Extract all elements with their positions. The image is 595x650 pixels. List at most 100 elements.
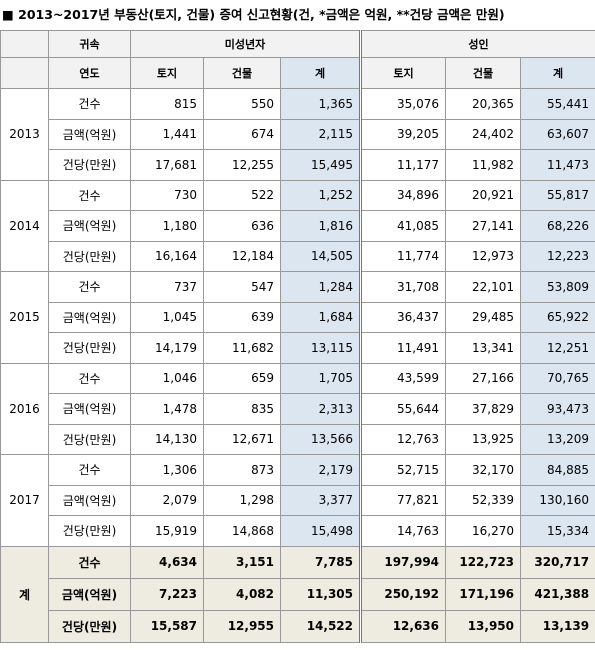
row-label: 건당(만원) xyxy=(48,149,131,181)
row-label: 건수 xyxy=(48,88,131,120)
column-header: 토지 xyxy=(359,57,447,89)
cell: 93,473 xyxy=(520,393,595,425)
cell: 835 xyxy=(203,393,281,425)
cell: 3,151 xyxy=(203,545,281,579)
cell: 1,365 xyxy=(279,88,362,120)
table: 귀속 미성년자 성인 연도 토지 건물 계 토지 건물 계 2013 건수 815 550 1,365 35,… xyxy=(0,30,595,643)
cell: 68,226 xyxy=(520,210,595,242)
table-row: 2013 건수 815 550 1,365 35,076 20,365 55,441 xyxy=(0,88,595,181)
cell: 1,705 xyxy=(279,362,362,394)
table-row: 건당(만원) 14,179 11,682 13,115 11,491 13,341 12,2… xyxy=(1,332,595,364)
cell: 36,437 xyxy=(359,301,447,333)
cell: 20,921 xyxy=(445,179,522,211)
table-row: 2014 건수 730 522 1,252 34,896 20,921 55,817 xyxy=(0,179,595,272)
cell: 22,101 xyxy=(445,271,522,303)
cell: 1,284 xyxy=(279,271,362,303)
row-label: 건당(만원) xyxy=(48,240,131,272)
row-label: 금액(억원) xyxy=(48,210,131,242)
year-cell: 2014 xyxy=(0,179,49,272)
cell: 16,270 xyxy=(445,515,522,547)
row-label: 건수 xyxy=(48,454,131,486)
row-label: 금액(억원) xyxy=(48,118,131,150)
cell: 13,115 xyxy=(279,332,362,364)
cell: 2,179 xyxy=(279,454,362,486)
header-cell: 연도 xyxy=(48,57,131,89)
cell: 77,821 xyxy=(359,484,447,516)
row-label: 건수 xyxy=(48,545,131,579)
cell: 11,305 xyxy=(279,577,362,611)
cell: 7,223 xyxy=(130,577,204,611)
table-row: 귀속 미성년자 성인 xyxy=(0,30,595,58)
cell: 32,170 xyxy=(445,454,522,486)
cell: 24,402 xyxy=(445,118,522,150)
cell: 14,868 xyxy=(203,515,281,547)
row-label: 금액(억원) xyxy=(48,393,131,425)
cell: 16,164 xyxy=(130,240,204,272)
row-label: 건당(만원) xyxy=(48,423,131,455)
cell: 12,184 xyxy=(203,240,281,272)
cell: 53,809 xyxy=(520,271,595,303)
cell: 11,774 xyxy=(359,240,447,272)
cell: 14,505 xyxy=(279,240,362,272)
cell: 171,196 xyxy=(445,577,522,611)
cell: 197,994 xyxy=(359,545,447,579)
row-label: 건당(만원) xyxy=(48,515,131,547)
cell: 250,192 xyxy=(359,577,447,611)
cell: 14,763 xyxy=(359,515,447,547)
cell: 122,723 xyxy=(445,545,522,579)
cell: 52,715 xyxy=(359,454,447,486)
table-row: 건당(만원) 14,130 12,671 13,566 12,763 13,925 13,2… xyxy=(1,423,595,455)
cell: 815 xyxy=(130,88,204,120)
cell: 421,388 xyxy=(520,577,595,611)
cell: 63,607 xyxy=(520,118,595,150)
column-header: 토지 xyxy=(130,57,204,89)
total-label: 계 xyxy=(0,545,49,643)
cell: 13,925 xyxy=(445,423,522,455)
row-label: 건수 xyxy=(48,362,131,394)
cell: 320,717 xyxy=(520,545,595,579)
table-row: 2015 건수 737 547 1,284 31,708 22,101 53,809 xyxy=(0,271,595,364)
table-row: 금액(억원) 7,223 4,082 11,305 250,192 171,196 421,… xyxy=(1,577,595,611)
cell: 730 xyxy=(130,179,204,211)
table-row: 금액(억원) 1,180 636 1,816 41,085 27,141 68,226 xyxy=(1,210,595,242)
cell: 12,255 xyxy=(203,149,281,181)
cell: 35,076 xyxy=(359,88,447,120)
cell: 37,829 xyxy=(445,393,522,425)
group-header: 미성년자 xyxy=(129,30,362,58)
cell: 12,671 xyxy=(203,423,281,455)
row-label: 건수 xyxy=(48,271,131,303)
cell: 29,485 xyxy=(445,301,522,333)
cell: 636 xyxy=(203,210,281,242)
cell: 13,341 xyxy=(445,332,522,364)
year-cell: 2016 xyxy=(0,362,49,455)
cell: 659 xyxy=(203,362,281,394)
cell: 55,817 xyxy=(520,179,595,211)
cell: 12,636 xyxy=(359,609,447,643)
cell: 55,644 xyxy=(359,393,447,425)
table-row: 금액(억원) 1,478 835 2,313 55,644 37,829 93,473 xyxy=(1,393,595,425)
cell: 1,180 xyxy=(130,210,204,242)
table-row: 금액(억원) 1,441 674 2,115 39,205 24,402 63,607 xyxy=(1,118,595,150)
cell: 11,177 xyxy=(359,149,447,181)
cell: 13,950 xyxy=(445,609,522,643)
cell: 4,634 xyxy=(130,545,204,579)
cell: 41,085 xyxy=(359,210,447,242)
cell: 12,973 xyxy=(445,240,522,272)
cell: 14,179 xyxy=(130,332,204,364)
cell: 27,166 xyxy=(445,362,522,394)
row-label: 금액(억원) xyxy=(48,301,131,333)
column-header: 건물 xyxy=(445,57,522,89)
cell: 12,223 xyxy=(520,240,595,272)
cell: 11,982 xyxy=(445,149,522,181)
cell: 4,082 xyxy=(203,577,281,611)
cell: 7,785 xyxy=(279,545,362,579)
table-body: 귀속 미성년자 성인 연도 토지 건물 계 토지 건물 계 2013 건수 815 550 1,365 35,… xyxy=(0,30,595,643)
cell: 12,251 xyxy=(520,332,595,364)
row-label: 건당(만원) xyxy=(48,332,131,364)
cell: 11,491 xyxy=(359,332,447,364)
year-cell: 2017 xyxy=(0,454,49,547)
table-row: 금액(억원) 1,045 639 1,684 36,437 29,485 65,922 xyxy=(1,301,595,333)
table-row: 건당(만원) 16,164 12,184 14,505 11,774 12,973 12,2… xyxy=(1,240,595,272)
cell: 11,473 xyxy=(520,149,595,181)
